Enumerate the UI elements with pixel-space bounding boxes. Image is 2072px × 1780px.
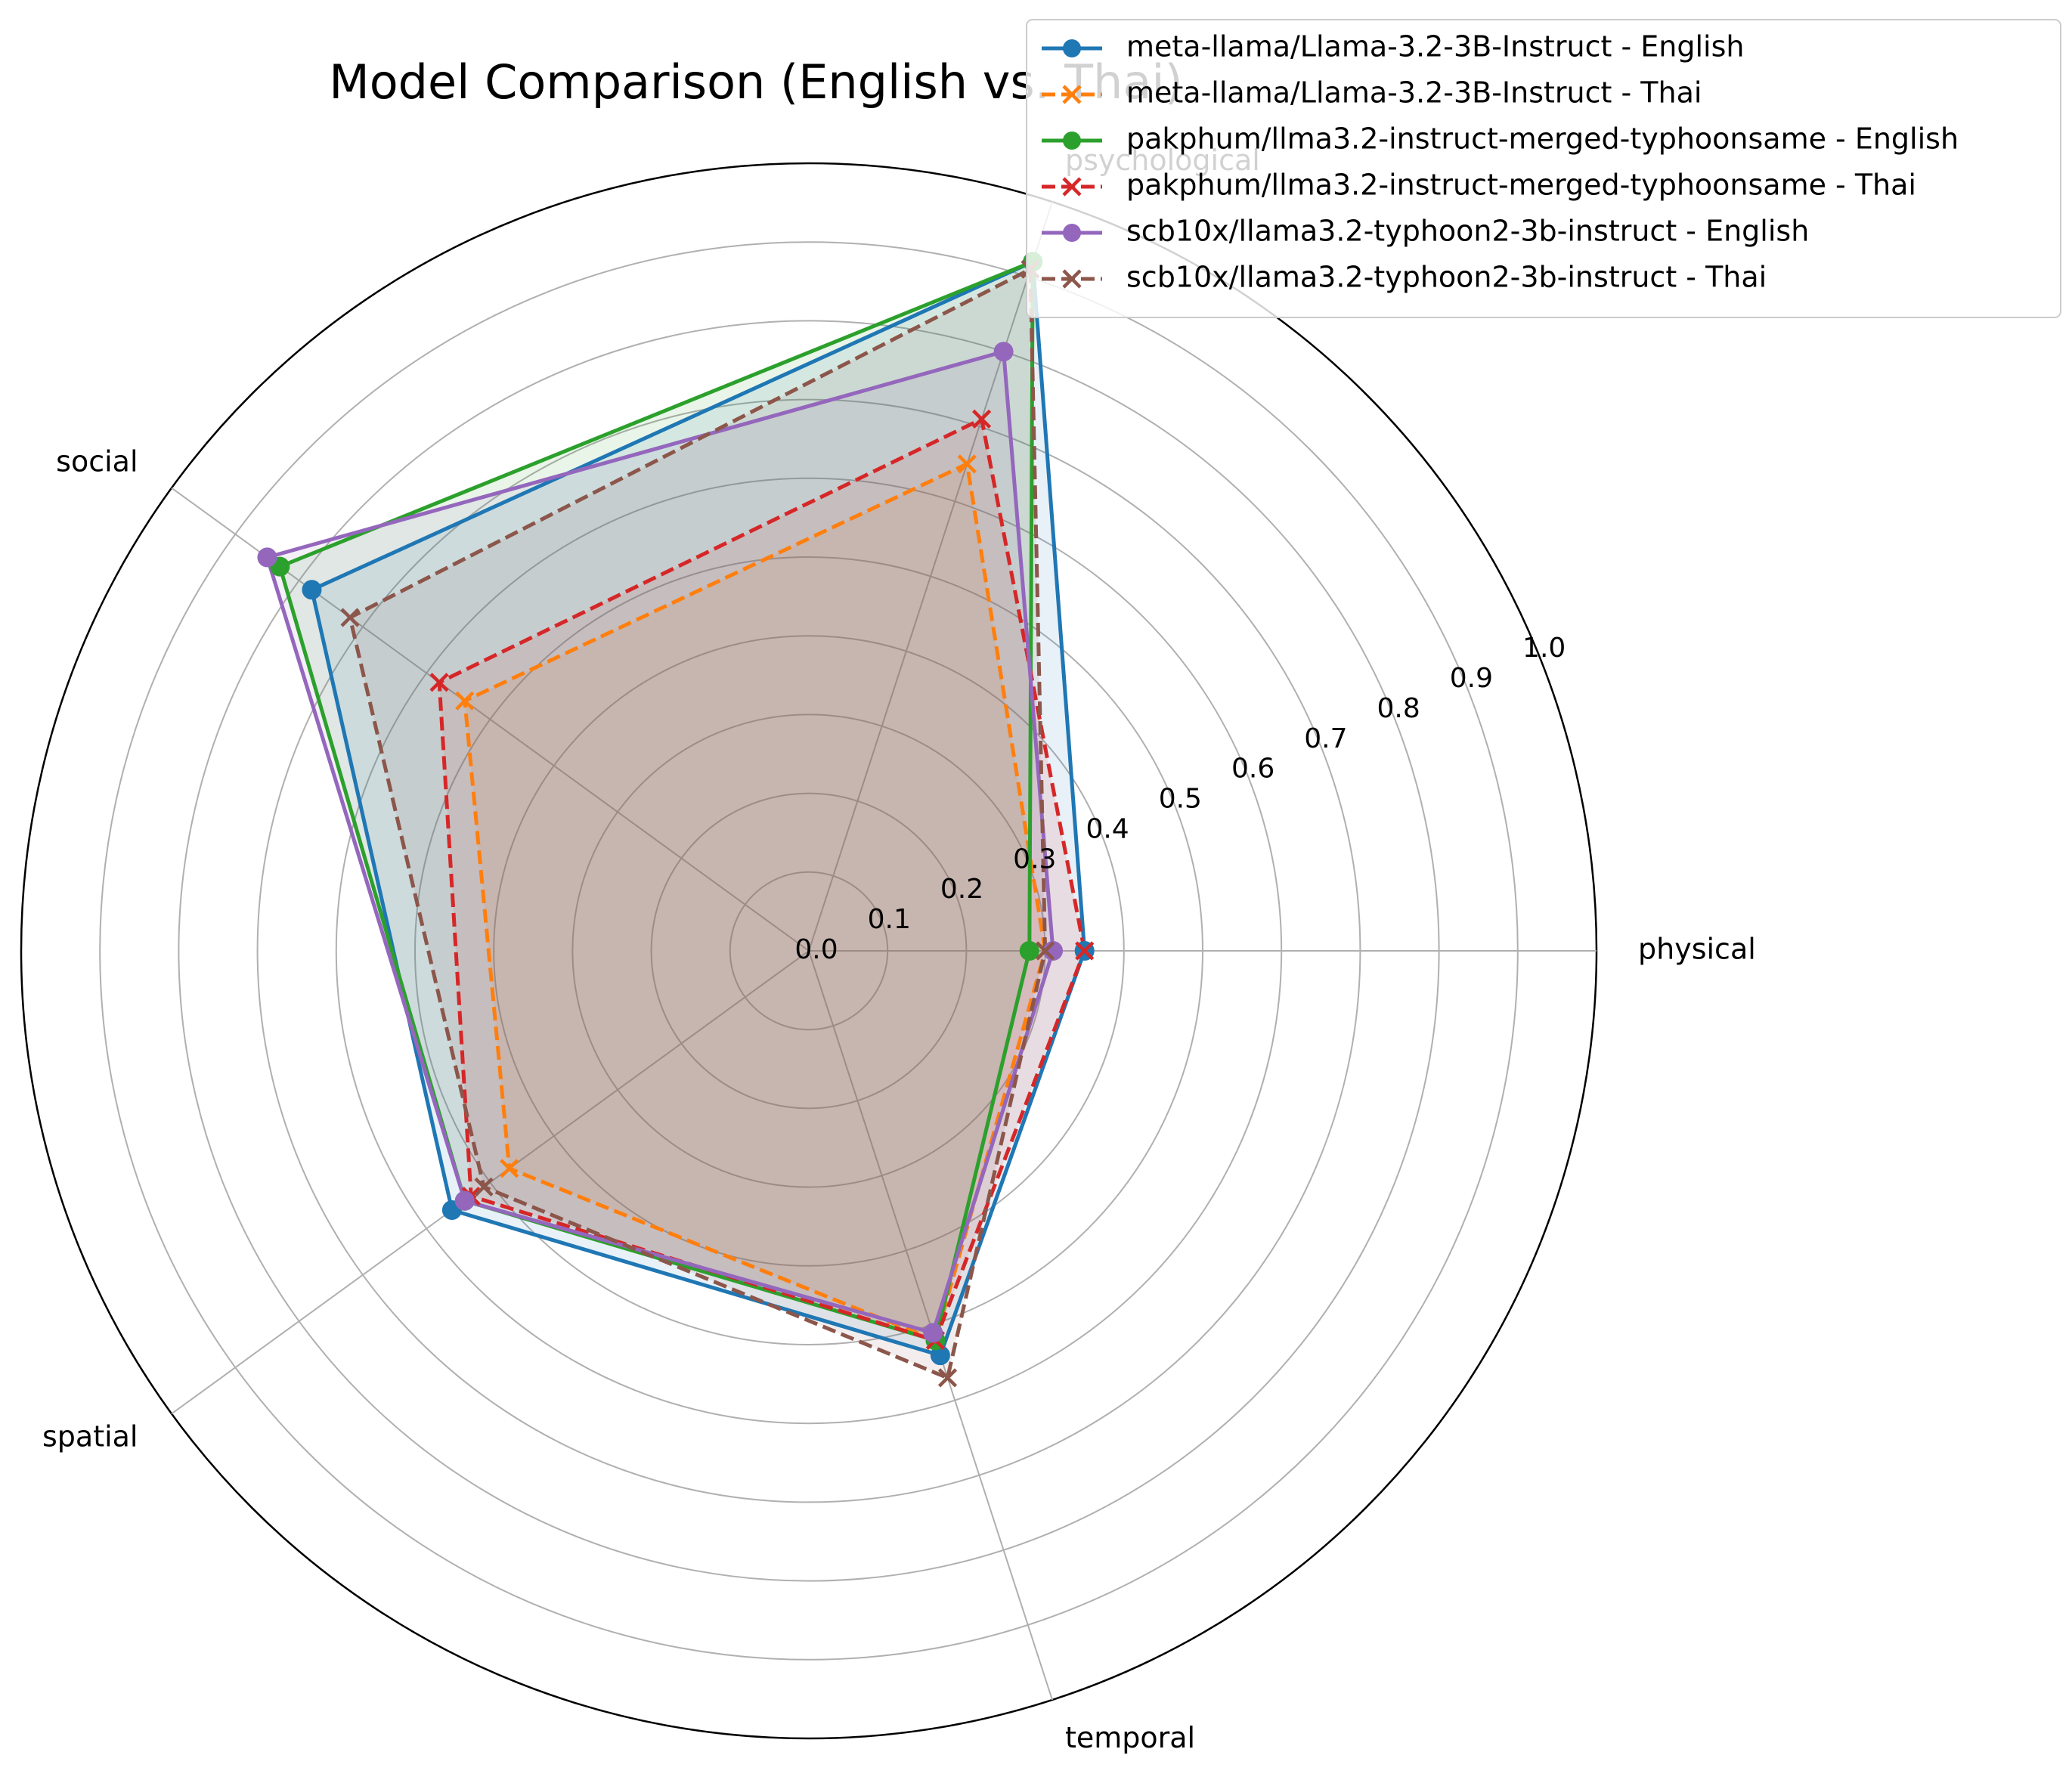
series-line <box>310 259 1087 1357</box>
data-point <box>474 1177 494 1196</box>
r-tick-label: 0.5 <box>1159 784 1202 815</box>
r-tick-label: 0.2 <box>940 874 983 905</box>
series-area <box>439 419 1085 1341</box>
series-area <box>350 269 1045 1378</box>
legend-marker <box>1062 85 1082 104</box>
axis-label-temporal: temporal <box>1065 1721 1195 1754</box>
axis-label-spatial: spatial <box>42 1419 138 1453</box>
data-point <box>957 454 977 474</box>
legend-marker <box>1062 269 1082 289</box>
series-line <box>265 349 1055 1335</box>
legend-marker <box>1063 224 1081 242</box>
grid-layer <box>20 162 1598 1740</box>
legend-marker <box>1063 132 1081 150</box>
r-tick-label: 0.0 <box>794 934 838 965</box>
r-tick-label: 0.3 <box>1013 844 1056 875</box>
data-point <box>500 1159 519 1178</box>
series-area <box>464 463 1045 1341</box>
r-tick-label: 0.7 <box>1304 723 1347 754</box>
r-tick-label: 0.4 <box>1086 813 1129 844</box>
r-tick-label: 0.9 <box>1450 663 1493 694</box>
data-point <box>340 608 360 627</box>
legend-entry: meta-llama/Llama-3.2-3B-Instruct - Engli… <box>1126 30 1745 63</box>
r-tick-label: 0.1 <box>868 904 911 935</box>
data-point <box>937 1368 958 1388</box>
data-point <box>455 691 475 710</box>
legend-entry: pakphum/llma3.2-instruct-merged-typhoons… <box>1126 122 1959 156</box>
series-area <box>280 262 1033 1341</box>
data-point <box>1075 941 1095 961</box>
series-line <box>437 416 1087 1342</box>
axis-label-social: social <box>56 445 138 478</box>
data-point <box>302 580 322 600</box>
line-layer <box>265 259 1087 1380</box>
data-point <box>993 342 1014 362</box>
legend-entry: scb10x/llama3.2-typhoon2-3b-instruct - E… <box>1126 215 1809 248</box>
axis-label-physical: physical <box>1638 933 1756 966</box>
series-line <box>348 267 1048 1380</box>
legend-entry: meta-llama/Llama-3.2-3B-Instruct - Thai <box>1126 76 1702 110</box>
data-point <box>429 673 449 692</box>
r-tick-label: 1.0 <box>1522 633 1566 664</box>
legend-entry: pakphum/llma3.2-instruct-merged-typhoons… <box>1126 169 1916 202</box>
legend-entry: scb10x/llama3.2-typhoon2-3b-instruct - T… <box>1126 261 1767 294</box>
legend-marker <box>1063 39 1081 57</box>
r-tick-label: 0.6 <box>1231 754 1274 785</box>
grid-spoke <box>808 201 1053 952</box>
r-tick-label: 0.8 <box>1377 693 1420 724</box>
data-point <box>257 547 277 568</box>
data-point <box>1019 941 1039 961</box>
series-area <box>311 262 1085 1356</box>
data-point <box>1036 941 1055 961</box>
series-line <box>463 462 1048 1342</box>
data-point <box>454 1190 475 1211</box>
data-point <box>923 1323 943 1343</box>
data-point <box>972 409 992 429</box>
legend-marker <box>1062 177 1082 197</box>
label-layer: 0.0 0.1 0.2 0.3 0.4 0.5 0.6 0.7 0.8 0.9 1.0 physica… <box>42 144 1756 1754</box>
fill-layer <box>267 262 1085 1378</box>
legend-box <box>1026 19 2061 318</box>
series-area <box>267 351 1053 1333</box>
legend: meta-llama/Llama-3.2-3B-Instruct - Engli… <box>1026 19 2061 318</box>
